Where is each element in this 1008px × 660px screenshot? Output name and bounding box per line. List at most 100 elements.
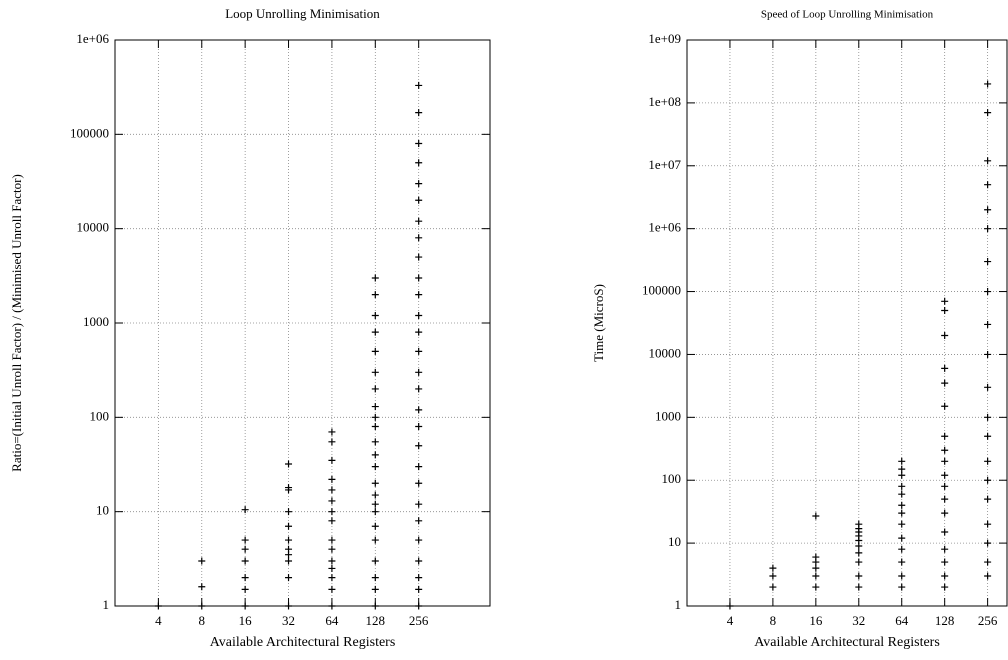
point xyxy=(898,471,906,479)
point xyxy=(371,312,379,320)
point xyxy=(984,413,992,421)
point xyxy=(941,558,949,566)
point xyxy=(415,180,423,188)
point xyxy=(855,558,863,566)
point xyxy=(898,520,906,528)
point xyxy=(898,534,906,542)
point xyxy=(415,328,423,336)
y-tick-label: 1e+08 xyxy=(648,94,681,109)
point xyxy=(371,557,379,565)
point xyxy=(285,460,293,468)
point xyxy=(285,484,293,492)
x-tick-label: 256 xyxy=(409,613,429,628)
point xyxy=(941,528,949,536)
y-axis-label: Ratio=(Initial Unroll Factor) / (Minimis… xyxy=(9,174,24,472)
point xyxy=(198,557,206,565)
point xyxy=(812,553,820,561)
point xyxy=(415,574,423,582)
point xyxy=(984,320,992,328)
point xyxy=(812,583,820,591)
point xyxy=(898,558,906,566)
point xyxy=(984,350,992,358)
point xyxy=(415,109,423,117)
point xyxy=(371,451,379,459)
x-tick-label: 32 xyxy=(852,613,865,628)
point xyxy=(984,80,992,88)
y-tick-label: 1000 xyxy=(655,408,681,423)
x-tick-label: 4 xyxy=(155,613,162,628)
point xyxy=(154,602,162,610)
point xyxy=(371,585,379,593)
point xyxy=(285,602,293,610)
point xyxy=(898,465,906,473)
point xyxy=(769,572,777,580)
point xyxy=(241,557,249,565)
y-tick-label: 1e+09 xyxy=(648,31,681,46)
x-tick-label: 8 xyxy=(199,613,206,628)
plot-frame xyxy=(114,39,491,607)
point xyxy=(241,574,249,582)
plot-frame xyxy=(686,39,1008,607)
point xyxy=(898,490,906,498)
point xyxy=(898,457,906,465)
point xyxy=(984,157,992,165)
point xyxy=(415,139,423,147)
point xyxy=(328,508,336,516)
y-tick-label: 1e+06 xyxy=(648,220,681,235)
point xyxy=(415,196,423,204)
chart-title: Speed of Loop Unrolling Minimisation xyxy=(761,9,934,21)
point xyxy=(371,500,379,508)
x-tick-label: 32 xyxy=(282,613,295,628)
point xyxy=(415,312,423,320)
point xyxy=(371,574,379,582)
point xyxy=(855,572,863,580)
point xyxy=(984,109,992,117)
point xyxy=(371,413,379,421)
point xyxy=(371,508,379,516)
point xyxy=(415,291,423,299)
chart-title: Loop Unrolling Minimisation xyxy=(225,6,380,21)
point xyxy=(769,564,777,572)
y-tick-label: 1000 xyxy=(83,314,109,329)
point xyxy=(328,428,336,436)
point xyxy=(415,253,423,261)
point xyxy=(415,406,423,414)
point xyxy=(285,574,293,582)
point xyxy=(769,583,777,591)
y-tick-label: 100000 xyxy=(70,125,109,140)
x-tick-label: 128 xyxy=(935,613,955,628)
point xyxy=(941,482,949,490)
point xyxy=(984,572,992,580)
point xyxy=(726,602,734,610)
point xyxy=(898,545,906,553)
x-tick-label: 256 xyxy=(978,613,998,628)
point xyxy=(984,432,992,440)
point xyxy=(285,557,293,565)
point xyxy=(328,557,336,565)
point xyxy=(941,379,949,387)
point xyxy=(415,234,423,242)
point xyxy=(898,482,906,490)
point xyxy=(241,506,249,514)
point xyxy=(198,602,206,610)
point xyxy=(984,258,992,266)
x-tick-label: 64 xyxy=(895,613,909,628)
point xyxy=(371,347,379,355)
point xyxy=(328,574,336,582)
x-axis-label: Available Architectural Registers xyxy=(754,635,940,650)
point xyxy=(898,583,906,591)
point xyxy=(371,403,379,411)
point xyxy=(855,583,863,591)
y-tick-label: 1 xyxy=(675,597,682,612)
point xyxy=(328,475,336,483)
point xyxy=(328,602,336,610)
point xyxy=(812,512,820,520)
x-tick-label: 4 xyxy=(727,613,734,628)
y-tick-label: 100000 xyxy=(642,283,681,298)
point xyxy=(371,463,379,471)
point xyxy=(241,536,249,544)
point xyxy=(415,536,423,544)
point xyxy=(941,583,949,591)
point xyxy=(285,522,293,530)
